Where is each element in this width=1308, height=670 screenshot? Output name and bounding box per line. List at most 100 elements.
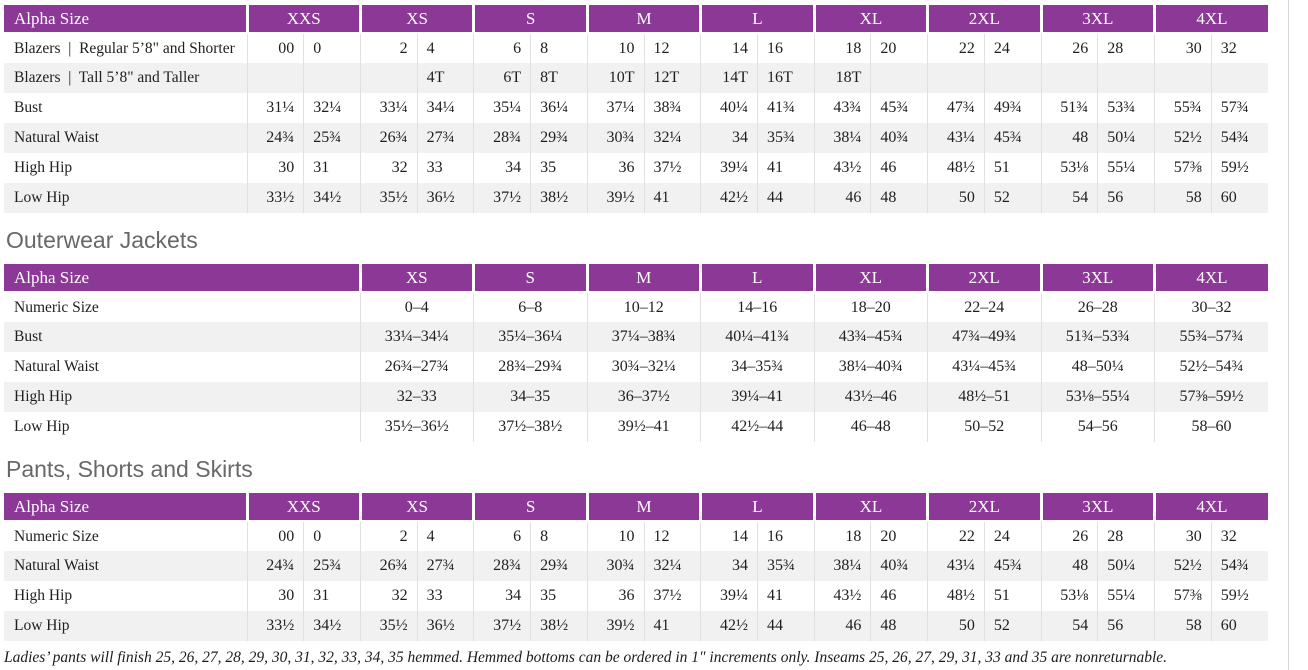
size-column-header: XS bbox=[360, 264, 475, 293]
size-value-cell: 41 bbox=[644, 611, 702, 641]
size-value-cell: 33 bbox=[417, 153, 475, 183]
size-value-cell: 4T bbox=[417, 63, 475, 93]
size-value-cell: 28¾–29¾ bbox=[473, 352, 588, 382]
size-value-cell: 30 bbox=[247, 153, 305, 183]
page-edge-line bbox=[1288, 0, 1289, 670]
measurement-row: High Hip 32–33 34–35 36–37½ 39¼–41 43½–46 48½–… bbox=[4, 382, 1268, 412]
size-value-cell bbox=[1097, 63, 1155, 93]
size-value-cell: 26 bbox=[1041, 33, 1099, 63]
size-value-cell: 41 bbox=[644, 183, 702, 213]
size-value-cell: 26¾ bbox=[360, 551, 418, 581]
size-chart-content: Alpha Size XXS XS S M L XL 2XL 3XL 4XL Blazers | R… bbox=[4, 5, 1268, 668]
size-value-cell: 32¼ bbox=[303, 93, 361, 123]
size-value-cell: 54 bbox=[1041, 183, 1099, 213]
size-value-cell: 33¼ bbox=[360, 93, 418, 123]
size-value-cell: 8 bbox=[530, 33, 588, 63]
size-column-header: XXS bbox=[247, 493, 362, 522]
measurement-row: Natural Waist 26¾–27¾ 28¾–29¾ 30¾–32¼ 34–35¾… bbox=[4, 352, 1268, 382]
size-value-cell: 42½ bbox=[700, 611, 758, 641]
row-label: Natural Waist bbox=[4, 123, 248, 153]
size-value-cell: 60 bbox=[1220, 617, 1237, 634]
size-value-cell: 30¾ bbox=[587, 123, 645, 153]
size-value-cell: 8 bbox=[530, 521, 588, 551]
measurement-row: Natural Waist 24¾ 25¾ 26¾ 27¾ 28¾ 29¾ 30¾ 32¼ 34 3… bbox=[4, 123, 1268, 153]
size-value-cell: 48 bbox=[870, 611, 929, 641]
size-value-cell: 51¾ bbox=[1041, 93, 1099, 123]
measurement-row: Blazers | Tall 5’8" and Taller 4T 6T 8T 10T 1… bbox=[4, 63, 1268, 93]
measurement-row: Low Hip 35½–36½ 37½–38½ 39½–41 42½–44 46–48 50… bbox=[4, 412, 1268, 442]
row-label: High Hip bbox=[4, 581, 248, 611]
size-value-cell: 46 bbox=[814, 183, 872, 213]
size-value-cell: 32 bbox=[1220, 527, 1237, 545]
size-value-cell: 34 bbox=[700, 123, 758, 153]
size-value-cell: 37½–38½ bbox=[473, 412, 588, 442]
size-value-cell: 35½ bbox=[360, 611, 418, 641]
size-value-cell: 36 bbox=[587, 153, 645, 183]
size-value-cell: 37½ bbox=[473, 611, 532, 641]
size-value-cell: 47¾ bbox=[927, 93, 985, 123]
alpha-size-header-label: Alpha Size bbox=[4, 493, 249, 522]
size-value-cell: 0 bbox=[303, 521, 361, 551]
size-value-cell: 20 bbox=[870, 521, 929, 551]
size-value-cell: 30–32 bbox=[1191, 298, 1232, 316]
size-column-header: 2XL bbox=[927, 493, 1043, 522]
size-value-cell: 30 bbox=[1154, 33, 1212, 63]
size-value-cell bbox=[247, 63, 305, 93]
size-value-cell bbox=[1041, 63, 1099, 93]
size-value-cell: 24¾ bbox=[247, 551, 305, 581]
size-value-cell: 32¼ bbox=[644, 551, 702, 581]
size-value-cell: 34 bbox=[473, 153, 532, 183]
size-value-cell: 53¾ bbox=[1097, 93, 1155, 123]
alpha-size-header-row: Alpha Size XXS XS S M L XL 2XL 3XL 4XL bbox=[4, 493, 1268, 522]
size-column-header: XS bbox=[360, 5, 476, 34]
size-value-cell: 40¾ bbox=[870, 123, 929, 153]
size-value-cell bbox=[1211, 63, 1268, 93]
row-label: Bust bbox=[4, 93, 248, 123]
size-value-cell: 32 bbox=[360, 581, 418, 611]
size-value-cell: 35¼–36¼ bbox=[473, 322, 588, 352]
size-value-cell bbox=[870, 63, 929, 93]
size-value-cell: 26–28 bbox=[1041, 292, 1155, 322]
size-value-cell: 37½ bbox=[644, 153, 702, 183]
size-value-cell: 54–56 bbox=[1041, 412, 1155, 442]
size-value-cell: 33½ bbox=[247, 611, 305, 641]
size-value-cell: 39½ bbox=[587, 611, 645, 641]
measurement-row: Bust 31¼ 32¼ 33¼ 34¼ 35¼ 36¼ 37¼ 38¾ 40¼ 41¾ 43¾ 45¾… bbox=[4, 93, 1268, 123]
size-value-cell: 38¼ bbox=[814, 123, 872, 153]
size-value-cell: 6 bbox=[473, 521, 532, 551]
outerwear-section-heading: Outerwear Jackets bbox=[6, 227, 198, 253]
size-value-cell: 18–20 bbox=[814, 292, 928, 322]
size-value-cell: 48½ bbox=[927, 153, 985, 183]
size-value-cell: 12 bbox=[644, 521, 702, 551]
size-value-cell: 43¼ bbox=[927, 123, 985, 153]
size-value-cell: 48 bbox=[870, 183, 929, 213]
alpha-size-header-label: Alpha Size bbox=[4, 264, 362, 293]
row-label: Low Hip bbox=[4, 611, 248, 641]
size-value-cell: 51 bbox=[984, 581, 1042, 611]
size-value-cell: 10 bbox=[587, 521, 645, 551]
size-value-cell: 28¾ bbox=[473, 123, 532, 153]
size-column-header: M bbox=[587, 264, 702, 293]
size-value-cell: 25¾ bbox=[303, 123, 361, 153]
size-value-cell: 30¾ bbox=[587, 551, 645, 581]
size-value-cell: 36½ bbox=[417, 611, 475, 641]
size-column-header: 4XL bbox=[1154, 5, 1268, 34]
size-value-cell: 28¾ bbox=[473, 551, 532, 581]
size-value-cell: 30 bbox=[247, 581, 305, 611]
measurement-row: Bust 33¼–34¼ 35¼–36¼ 37¼–38¾ 40¼–41¾ 43¾–45¾ 4… bbox=[4, 322, 1268, 352]
row-label: Numeric Size bbox=[4, 292, 361, 322]
size-value-cell: 44 bbox=[757, 611, 815, 641]
size-value-cell: 30 bbox=[1154, 521, 1212, 551]
size-value-cell bbox=[360, 63, 418, 93]
size-value-cell: 12T bbox=[644, 63, 702, 93]
size-value-cell: 0 bbox=[303, 33, 361, 63]
measurement-row: Low Hip 33½ 34½ 35½ 36½ 37½ 38½ 39½ 41 42½ 44 46 48 5… bbox=[4, 611, 1268, 641]
size-value-cell: 35 bbox=[530, 153, 588, 183]
size-value-cell: 37½ bbox=[473, 183, 532, 213]
size-value-cell: 34½ bbox=[303, 183, 361, 213]
size-value-cell: 49¾ bbox=[984, 93, 1042, 123]
outerwear-size-table: Alpha Size XS S M L XL 2XL 3XL 4XL Numeric Size 0–… bbox=[4, 264, 1268, 442]
size-value-cell: 35½ bbox=[360, 183, 418, 213]
size-value-cell: 2 bbox=[360, 521, 418, 551]
size-value-cell: 40¼ bbox=[700, 93, 758, 123]
